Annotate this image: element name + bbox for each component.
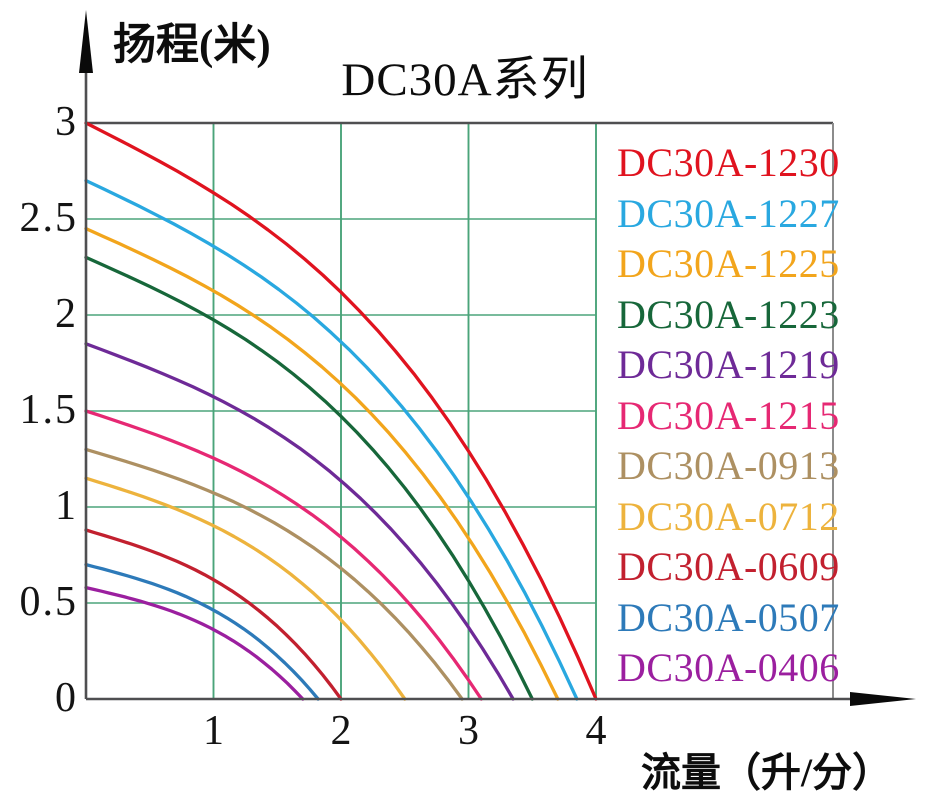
x-tick-label-4: 4 xyxy=(585,708,607,754)
legend-item-dc30a-0507: DC30A-0507 xyxy=(617,594,840,640)
legend-item-dc30a-0712: DC30A-0712 xyxy=(617,493,840,539)
series-curve-dc30a-0406 xyxy=(84,585,305,701)
series-curve-dc30a-1225 xyxy=(84,226,560,701)
legend: DC30A-1230 DC30A-1227 DC30A-1225 DC30A-1223… xyxy=(617,138,840,694)
legend-item-dc30a-1223: DC30A-1223 xyxy=(617,291,840,337)
series-curve-dc30a-0507 xyxy=(84,562,320,701)
legend-item-dc30a-1230: DC30A-1230 xyxy=(617,140,840,185)
series-curve-dc30a-0609 xyxy=(84,528,343,701)
legend-item-dc30a-1225: DC30A-1225 xyxy=(617,241,840,286)
series-curve-dc30a-1227 xyxy=(84,178,579,701)
series-curve-dc30a-1223 xyxy=(84,255,534,701)
y-tick-label-2: 2 xyxy=(55,291,78,337)
y-tick-label-2.5: 2.5 xyxy=(19,195,78,241)
series-curve-dc30a-1230 xyxy=(84,121,598,701)
y-tick-label-0: 0 xyxy=(55,675,78,721)
x-tick-label-2: 2 xyxy=(330,708,352,754)
y-tick-label-1.5: 1.5 xyxy=(19,387,78,433)
legend-item-dc30a-1227: DC30A-1227 xyxy=(617,190,840,236)
legend-item-dc30a-1215: DC30A-1215 xyxy=(617,392,840,438)
series-curve-dc30a-1215 xyxy=(84,409,483,701)
x-axis-label: 流量（升/分） xyxy=(641,750,893,795)
series-curve-dc30a-0712 xyxy=(84,476,407,701)
x-tick-label-1: 1 xyxy=(203,708,224,754)
y-tick-label-1: 1 xyxy=(55,483,78,529)
y-axis-label: 扬程(米) xyxy=(113,22,271,69)
x-tick-label-3: 3 xyxy=(458,708,479,754)
y-tick-label-0.5: 0.5 xyxy=(19,579,78,625)
legend-item-dc30a-0913: DC30A-0913 xyxy=(617,443,840,488)
y-tick-label-3: 3 xyxy=(55,99,78,145)
x-axis-arrow xyxy=(850,692,916,706)
chart-title: DC30A系列 xyxy=(341,54,589,106)
series-curve-dc30a-1219 xyxy=(84,342,515,701)
series-curve-dc30a-0913 xyxy=(84,447,464,701)
y-axis-arrow xyxy=(79,10,93,73)
legend-item-dc30a-0609: DC30A-0609 xyxy=(617,544,840,589)
legend-item-dc30a-1219: DC30A-1219 xyxy=(617,342,840,387)
legend-item-dc30a-0406: DC30A-0406 xyxy=(617,645,840,690)
